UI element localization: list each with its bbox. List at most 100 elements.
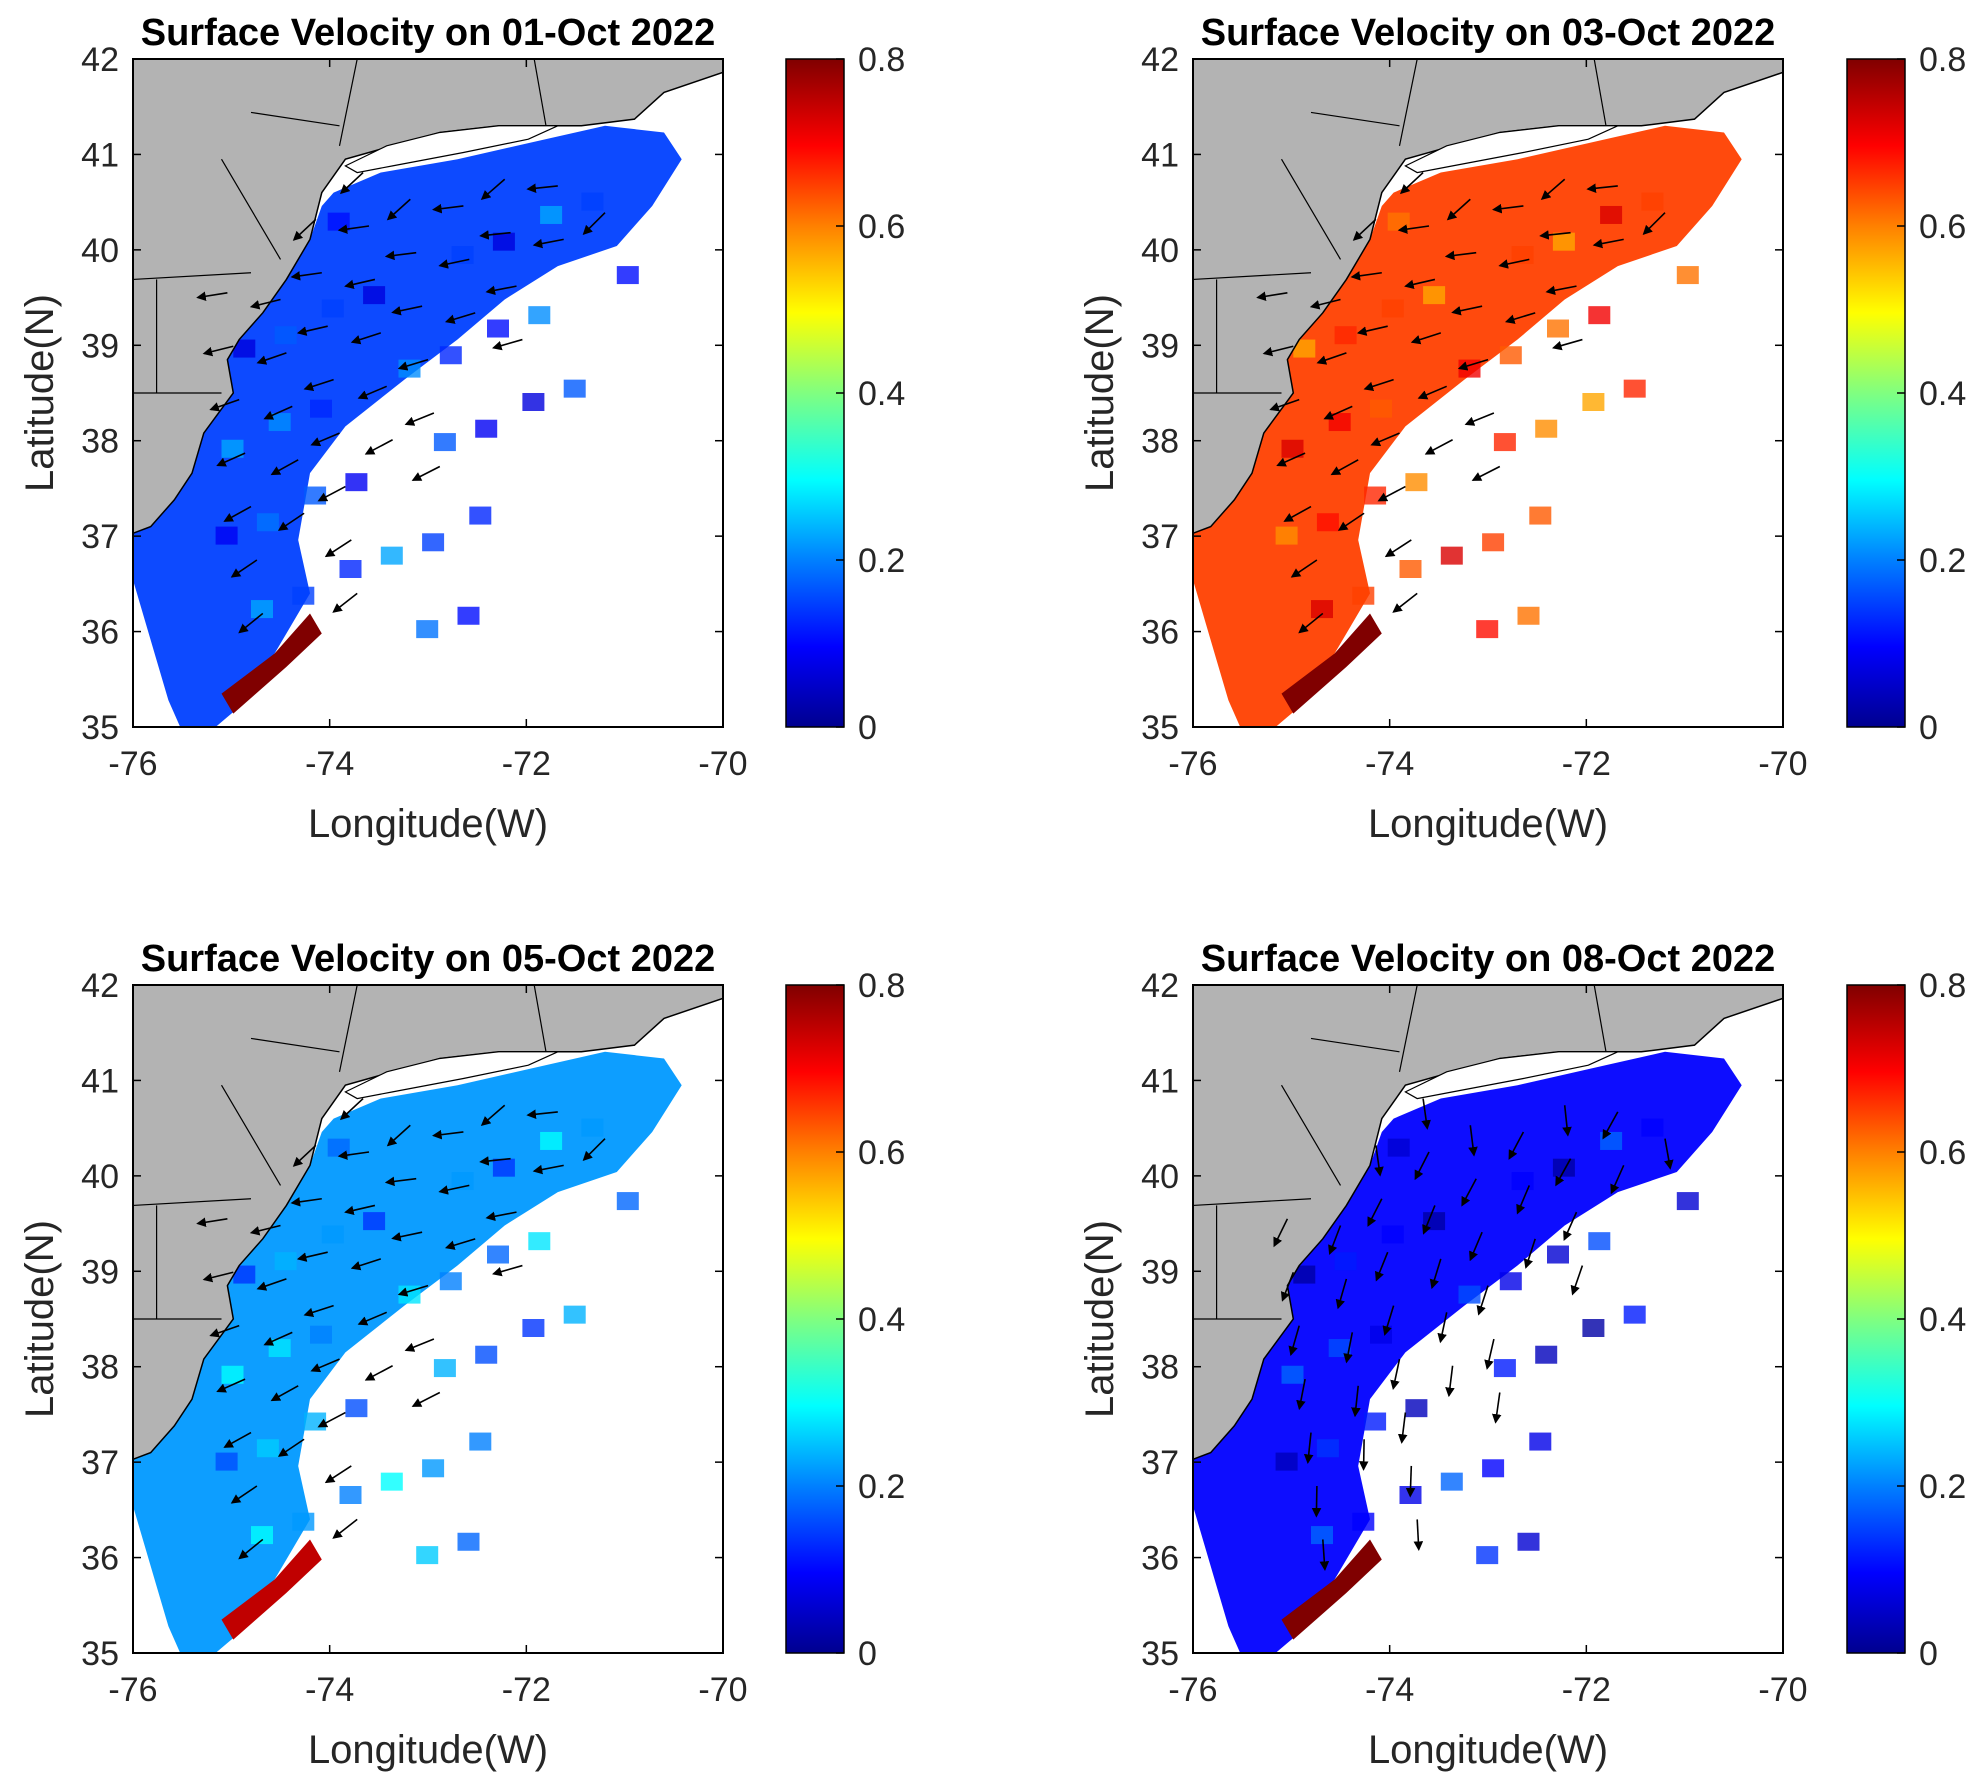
velocity-arrow	[1384, 539, 1412, 558]
velocity-arrow	[1562, 1105, 1572, 1137]
velocity-arrow	[480, 1104, 506, 1126]
x-tick-label: -76	[1168, 745, 1217, 783]
velocity-cell	[327, 1138, 350, 1157]
x-tick-label: -72	[502, 745, 551, 783]
x-tick-label: -74	[1365, 745, 1414, 783]
velocity-cell	[475, 419, 498, 438]
velocity-arrow	[479, 1156, 511, 1166]
velocity-arrow	[397, 1284, 429, 1297]
velocity-cell	[1623, 379, 1646, 398]
state-border	[1398, 58, 1418, 146]
velocity-cell	[1499, 1272, 1522, 1291]
velocity-arrow	[1298, 612, 1324, 634]
colorbar	[1846, 984, 1906, 1654]
velocity-arrow	[1417, 385, 1448, 400]
velocity-arrow	[1374, 1145, 1384, 1177]
velocity-cell	[522, 393, 545, 411]
colorbar-tick-label: 0.8	[1919, 967, 1966, 1005]
velocity-cell	[1476, 620, 1499, 639]
long-island-sound	[1404, 1051, 1619, 1100]
velocity-cell	[1316, 513, 1339, 532]
y-tick-label: 39	[1141, 1253, 1179, 1291]
land-mass	[132, 58, 724, 535]
velocity-arrow	[1262, 345, 1294, 357]
velocity-arrow	[1471, 465, 1501, 481]
velocity-arrow	[344, 1204, 376, 1216]
state-border	[220, 1084, 282, 1186]
velocity-cell	[1381, 1225, 1404, 1244]
velocity-cell	[540, 205, 563, 224]
velocity-arrow	[317, 1411, 346, 1428]
colorbar-tick-label: 0.4	[858, 375, 905, 413]
colorbar-tick-label: 0.8	[858, 967, 905, 1005]
velocity-arrow	[444, 1238, 476, 1250]
velocity-cell	[274, 326, 297, 345]
x-tick-label: -70	[698, 1671, 747, 1709]
state-border	[132, 1198, 252, 1207]
state-border	[1192, 272, 1312, 281]
y-tick-label: 40	[81, 1158, 119, 1196]
velocity-arrow	[339, 1097, 364, 1121]
velocity-arrow	[526, 1109, 558, 1119]
x-tick-label: -76	[108, 745, 157, 783]
state-border	[220, 158, 282, 260]
velocity-arrow	[1545, 285, 1577, 296]
velocity-arrow	[438, 1184, 470, 1195]
colorbar-tick-label: 0.6	[858, 208, 905, 246]
velocity-cell	[327, 212, 350, 231]
velocity-cell	[1641, 192, 1664, 211]
velocity-arrow	[196, 1217, 228, 1227]
velocity-cell	[522, 1319, 545, 1337]
velocity-arrow	[1555, 1158, 1572, 1187]
y-tick-label: 42	[1141, 41, 1179, 79]
velocity-arrows	[196, 1097, 606, 1560]
velocity-arrows	[196, 171, 606, 634]
velocity-arrow	[303, 1304, 334, 1318]
panel-2: -76 -74 -72 -70 35 36 37 38 39 40 41 42 Surface Velo…	[1078, 12, 1966, 846]
x-tick-label: -72	[1562, 1671, 1611, 1709]
x-axis-label: Longitude(W)	[308, 1728, 548, 1772]
velocity-cell	[221, 439, 244, 458]
y-axis-label: Latitude(N)	[18, 1220, 62, 1418]
x-axis-label: Longitude(W)	[1368, 1728, 1608, 1772]
velocity-cell	[363, 286, 386, 305]
velocity-arrow	[526, 183, 558, 193]
land-mass	[132, 984, 724, 1461]
state-border	[1310, 1037, 1400, 1053]
velocity-arrow	[292, 1144, 317, 1167]
state-border	[1280, 158, 1342, 260]
velocity-arrow	[1602, 1111, 1619, 1140]
velocity-arrow	[277, 512, 305, 531]
axes-box	[1192, 58, 1784, 728]
velocity-cell	[433, 1359, 456, 1378]
velocity-arrow	[480, 178, 506, 200]
velocity-cell	[581, 192, 604, 211]
velocity-arrow	[1484, 1338, 1495, 1370]
velocity-cell	[304, 1412, 327, 1431]
velocity-cell	[221, 1365, 244, 1384]
velocity-cell	[492, 1158, 515, 1177]
velocity-arrow	[1276, 452, 1306, 467]
velocity-cell	[469, 506, 492, 525]
velocity-cell	[1364, 486, 1387, 505]
velocity-arrow	[1413, 1519, 1424, 1551]
velocity-arrow	[1335, 1278, 1348, 1310]
velocity-cell	[1482, 1459, 1505, 1478]
long-island-sound	[344, 1051, 559, 1100]
velocity-arrow	[582, 1138, 606, 1161]
colorbar-tick-label: 0.4	[1919, 1301, 1966, 1339]
velocity-cell	[1476, 1546, 1499, 1565]
velocity-arrow	[485, 285, 517, 296]
velocity-arrow	[1377, 485, 1406, 502]
velocity-arrow	[1397, 1412, 1408, 1444]
velocity-field	[133, 125, 682, 728]
velocity-arrow	[1375, 1251, 1389, 1282]
velocity-cell	[321, 299, 344, 318]
velocity-arrow	[1311, 1485, 1322, 1518]
velocity-arrow	[364, 439, 393, 455]
velocity-arrow	[1392, 592, 1418, 613]
y-tick-label: 40	[1141, 1158, 1179, 1196]
velocity-cells	[1263, 179, 1699, 639]
y-tick-label: 35	[1141, 709, 1179, 747]
velocity-arrow	[364, 1365, 393, 1381]
